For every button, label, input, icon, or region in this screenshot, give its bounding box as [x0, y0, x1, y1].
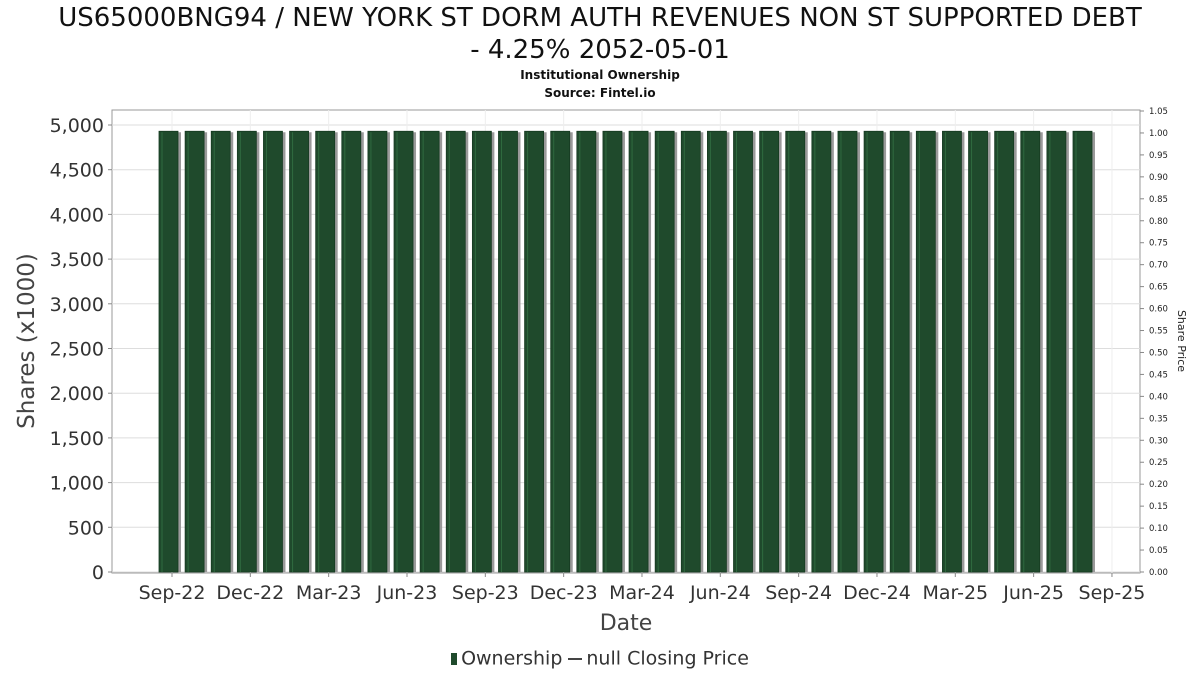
bar — [158, 130, 179, 573]
legend-price-label: null Closing Price — [586, 647, 749, 670]
y2-tick-label: 0.55 — [1149, 327, 1168, 337]
bar — [498, 130, 518, 573]
y2-tick-label: 0.60 — [1149, 305, 1168, 315]
y2-tick-label: 0.15 — [1149, 502, 1168, 512]
x-tick-label: Mar-24 — [609, 582, 675, 604]
x-tick-label: Dec-24 — [843, 582, 911, 604]
y2-axis: 0.00 0.05 0.10 0.15 0.20 0.25 0.30 0.35 0.40 0.45… — [1140, 107, 1168, 578]
y2-tick-label: 1.05 — [1149, 107, 1168, 117]
x-tick-label: Sep-24 — [765, 582, 832, 604]
chart-title-line1: US65000BNG94 / NEW YORK ST DORM AUTH REV… — [58, 3, 1142, 33]
bar — [393, 130, 414, 573]
y2-tick-label: 0.95 — [1149, 151, 1168, 161]
y-axis: 0 500 1,000 1,500 2,000 2,500 3,000 3,500 4,000 4… — [50, 115, 112, 584]
y-axis-label: Shares (x1000) — [14, 253, 40, 429]
x-tick-label: Mar-23 — [296, 582, 362, 604]
x-tick-label: Sep-22 — [139, 582, 206, 604]
chart-subtitle: Institutional Ownership — [520, 68, 680, 82]
chart-source: Source: Fintel.io — [544, 86, 656, 100]
bar — [889, 130, 910, 573]
y2-tick-label: 0.25 — [1149, 458, 1168, 468]
bar — [628, 130, 649, 573]
y-tick-label: 3,500 — [50, 249, 104, 271]
legend-ownership-label: Ownership — [461, 647, 563, 670]
bar — [785, 130, 806, 573]
bar — [576, 130, 597, 573]
y2-tick-label: 0.35 — [1149, 414, 1168, 424]
bar — [210, 130, 231, 573]
bar — [236, 130, 257, 573]
bar — [341, 130, 362, 573]
y-tick-label: 2,500 — [50, 339, 104, 361]
bar — [968, 130, 988, 573]
y2-tick-label: 0.80 — [1149, 217, 1168, 227]
bar — [680, 130, 701, 573]
y2-tick-label: 0.10 — [1149, 524, 1168, 534]
x-tick-label: Sep-25 — [1079, 582, 1146, 604]
y2-tick-label: 0.05 — [1149, 546, 1168, 556]
bar — [654, 130, 675, 573]
bar — [524, 130, 544, 573]
x-axis: Sep-22 Dec-22 Mar-23 Jun-23 Sep-23 Dec-23 Mar-… — [139, 573, 1146, 604]
y2-tick-label: 0.00 — [1149, 568, 1168, 578]
bar — [1046, 130, 1067, 573]
bar — [994, 130, 1015, 573]
y2-tick-label: 0.70 — [1149, 261, 1168, 271]
x-axis-label: Date — [600, 611, 653, 636]
x-tick-label: Mar-25 — [922, 582, 988, 604]
y-tick-label: 1,500 — [50, 428, 104, 450]
legend-ownership-swatch — [451, 652, 458, 665]
y2-tick-label: 1.00 — [1149, 129, 1168, 139]
bar — [471, 130, 492, 573]
bar — [811, 130, 832, 573]
y-tick-label: 5,000 — [50, 115, 104, 137]
chart-title-line2: - 4.25% 2052-05-01 — [470, 35, 730, 65]
bar — [289, 130, 309, 573]
x-tick-label: Jun-23 — [376, 582, 438, 604]
bar — [184, 130, 205, 573]
x-tick-label: Sep-23 — [452, 582, 519, 604]
y-tick-label: 1,000 — [50, 473, 104, 495]
bar — [733, 130, 753, 573]
y2-tick-label: 0.30 — [1149, 436, 1168, 446]
bar — [1020, 130, 1041, 573]
y2-tick-label: 0.50 — [1149, 348, 1168, 358]
y-tick-label: 2,000 — [50, 383, 104, 405]
y2-tick-label: 0.65 — [1149, 283, 1168, 293]
bar — [1072, 130, 1093, 573]
y2-tick-label: 0.45 — [1149, 370, 1168, 380]
x-tick-label: Jun-25 — [1002, 582, 1064, 604]
bars-group — [158, 130, 1095, 573]
bar — [863, 130, 884, 573]
y2-axis-label: Share Price — [1175, 310, 1188, 372]
y2-tick-label: 0.75 — [1149, 239, 1168, 249]
y2-tick-label: 0.40 — [1149, 392, 1168, 402]
bar — [759, 130, 780, 573]
y-tick-label: 500 — [68, 517, 104, 539]
y-tick-label: 3,000 — [50, 294, 104, 316]
bar — [263, 130, 283, 573]
bar — [419, 130, 440, 573]
bar — [445, 130, 466, 573]
bar — [367, 130, 388, 573]
bar — [315, 130, 336, 573]
x-tick-label: Dec-22 — [216, 582, 284, 604]
y-tick-label: 4,500 — [50, 160, 104, 182]
y-tick-label: 4,000 — [50, 204, 104, 226]
x-tick-label: Dec-23 — [530, 582, 598, 604]
y-tick-label: 0 — [92, 562, 104, 584]
legend: Ownership null Closing Price — [0, 647, 1200, 670]
legend-price-swatch — [568, 657, 583, 660]
bar — [915, 130, 936, 573]
bar — [550, 130, 571, 573]
bar — [602, 130, 623, 573]
bar — [837, 130, 858, 573]
y2-tick-label: 0.90 — [1149, 173, 1168, 183]
y2-tick-label: 0.20 — [1149, 480, 1168, 490]
bar — [942, 130, 962, 573]
bar — [707, 130, 727, 573]
y2-tick-label: 0.85 — [1149, 195, 1168, 205]
x-tick-label: Jun-24 — [689, 582, 751, 604]
